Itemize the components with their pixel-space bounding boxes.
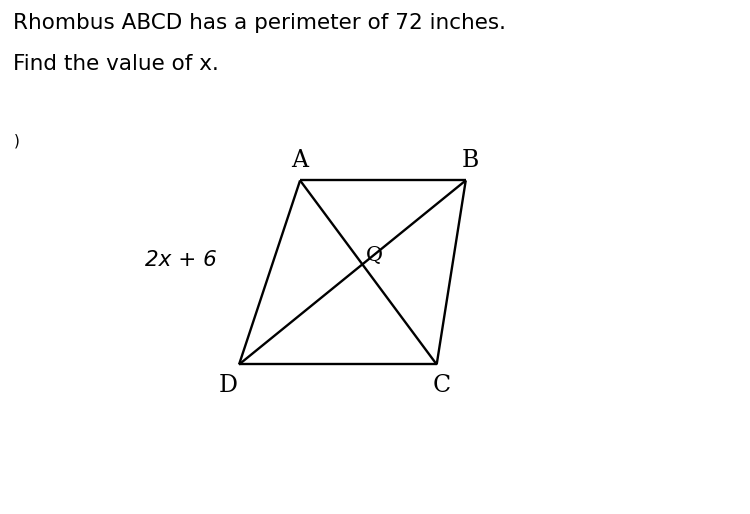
- Text: C: C: [432, 374, 451, 396]
- Text: B: B: [462, 149, 479, 172]
- Text: D: D: [219, 374, 238, 396]
- Text: A: A: [292, 149, 308, 172]
- Text: Q: Q: [366, 246, 382, 265]
- Text: 2x + 6: 2x + 6: [145, 250, 217, 269]
- Text: Find the value of x.: Find the value of x.: [13, 54, 219, 74]
- Text: Rhombus ABCD has a perimeter of 72 inches.: Rhombus ABCD has a perimeter of 72 inche…: [13, 13, 506, 33]
- Text: ): ): [13, 134, 20, 149]
